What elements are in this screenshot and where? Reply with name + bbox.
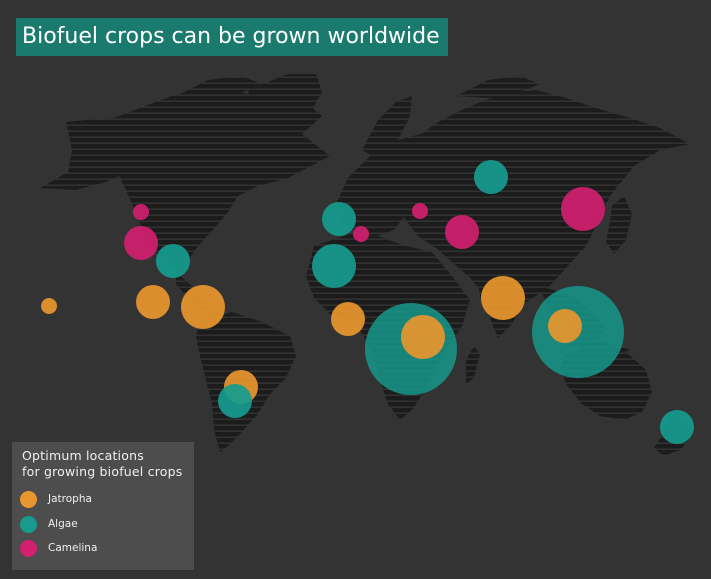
legend-title: Optimum locations for growing biofuel cr…	[22, 448, 182, 480]
location-marker-camelina-central-asia	[445, 215, 479, 249]
location-marker-jatropha-india	[481, 276, 525, 320]
land-siberia-north	[456, 76, 540, 98]
location-marker-algae-northern-russia	[474, 160, 508, 194]
location-marker-algae-western-europe	[322, 202, 356, 236]
location-marker-camelina-eastern-europe	[412, 203, 428, 219]
legend-label-jatropha: Jatropha	[48, 493, 92, 505]
location-marker-algae-southeastern-united-states	[156, 244, 190, 278]
location-marker-camelina-southern-europe	[353, 226, 369, 242]
location-marker-camelina-central-united-states	[124, 226, 158, 260]
land-masses	[40, 74, 692, 456]
location-marker-jatropha-southeast-asia	[548, 309, 582, 343]
map-title: Biofuel crops can be grown worldwide	[16, 18, 448, 56]
location-marker-algae-southern-brazil	[218, 384, 252, 418]
location-marker-jatropha-central-america	[181, 285, 225, 329]
location-marker-algae-north-africa	[312, 244, 356, 288]
legend-label-camelina: Camelina	[48, 542, 98, 554]
land-japan	[606, 196, 632, 254]
location-marker-camelina-western-canada	[133, 204, 149, 220]
camelina-swatch-icon	[20, 540, 37, 557]
algae-swatch-icon	[20, 516, 37, 533]
legend: Optimum locations for growing biofuel cr…	[12, 442, 194, 570]
land-canadian-arctic	[172, 76, 262, 98]
location-marker-jatropha-east-africa	[401, 315, 445, 359]
legend-title-line-2: for growing biofuel crops	[22, 464, 183, 479]
land-scandinavia	[362, 96, 412, 160]
legend-label-algae: Algae	[48, 518, 78, 530]
legend-title-line-1: Optimum locations	[22, 448, 144, 463]
land-asia	[404, 90, 690, 314]
location-marker-jatropha-hawaii	[41, 298, 57, 314]
location-marker-jatropha-west-africa	[331, 302, 365, 336]
location-bubbles	[41, 160, 694, 444]
land-madagascar	[466, 346, 480, 384]
location-marker-camelina-china	[561, 187, 605, 231]
jatropha-swatch-icon	[20, 491, 37, 508]
location-marker-algae-new-zealand	[660, 410, 694, 444]
land-greenland	[248, 74, 322, 152]
location-marker-jatropha-mexico	[136, 285, 170, 319]
